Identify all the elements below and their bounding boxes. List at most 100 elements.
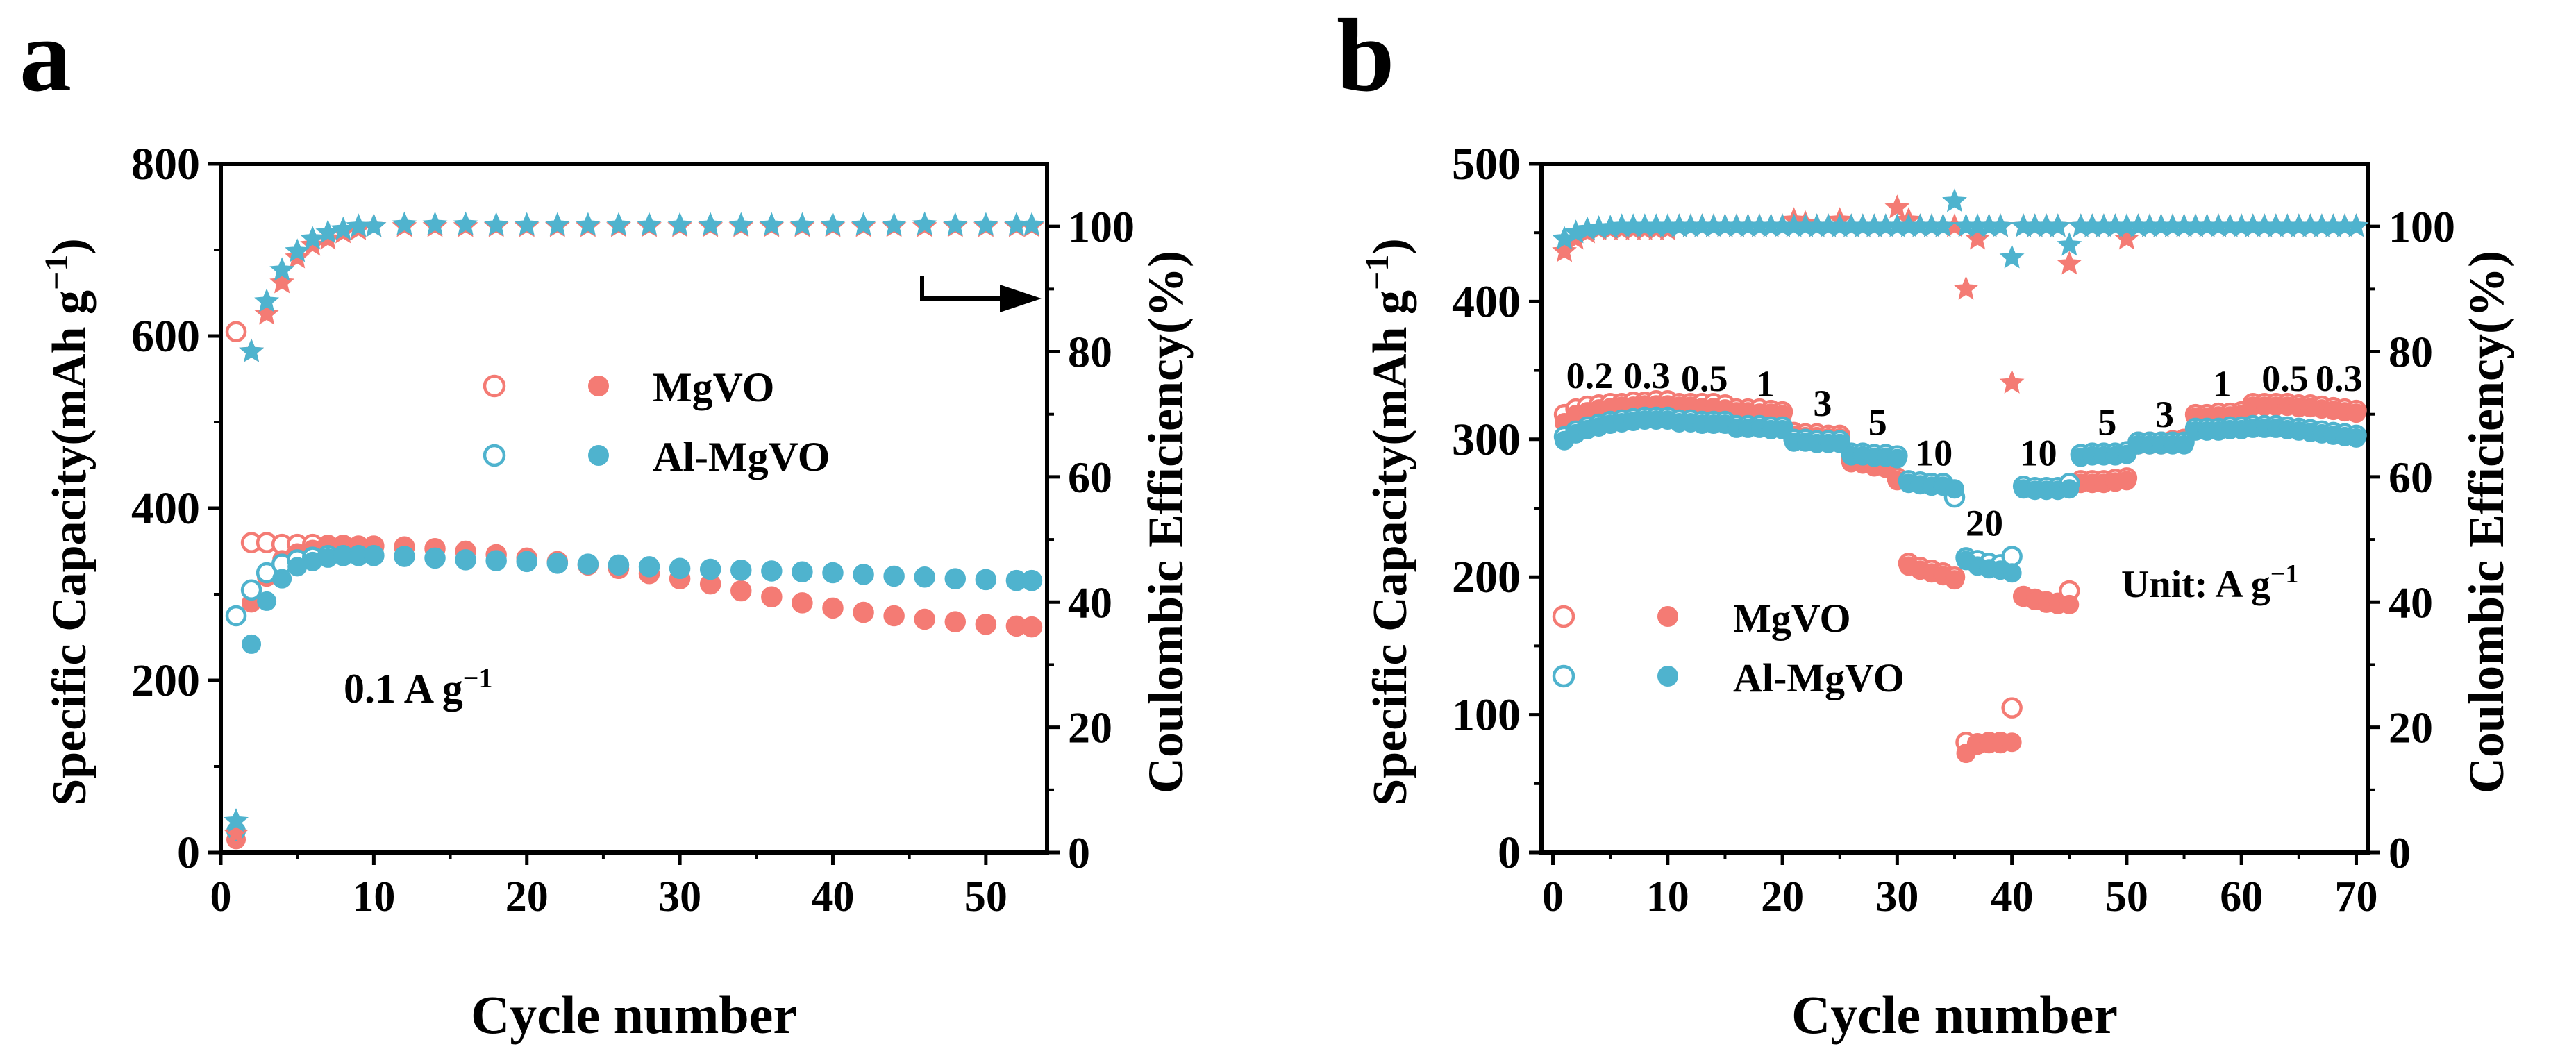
data-point xyxy=(453,211,478,235)
data-point xyxy=(823,563,843,582)
data-point xyxy=(2343,213,2369,237)
rate-label: 20 xyxy=(1966,503,2003,544)
data-point xyxy=(759,212,785,236)
data-point xyxy=(945,612,965,632)
data-point xyxy=(2002,563,2022,583)
rate-label: 0.3 xyxy=(2316,358,2363,399)
data-point xyxy=(364,546,384,566)
series-al-mgvo-ce xyxy=(224,211,1044,832)
data-point xyxy=(884,606,904,625)
y2-tick-label: 100 xyxy=(1068,202,1135,251)
y-tick-label: 0 xyxy=(177,828,200,878)
data-point xyxy=(224,808,249,832)
data-point xyxy=(1965,226,1990,250)
data-point xyxy=(792,593,812,613)
data-point xyxy=(914,567,935,587)
y-tick-label: 100 xyxy=(1452,690,1521,741)
data-point xyxy=(2116,471,2136,491)
data-point xyxy=(973,212,998,236)
y2-tick-label: 80 xyxy=(2389,328,2433,377)
data-point xyxy=(2057,251,2082,275)
x-tick-label: 30 xyxy=(1875,873,1918,921)
data-point xyxy=(300,226,326,250)
data-point xyxy=(731,560,751,580)
y-tick-label: 0 xyxy=(1498,828,1521,878)
rate-label: 0.2 xyxy=(1566,355,1614,396)
data-point xyxy=(670,558,690,578)
data-point xyxy=(2346,403,2366,423)
rate-label: 0.3 xyxy=(1623,355,1671,396)
data-point xyxy=(2001,697,2023,719)
rate-label: 10 xyxy=(2020,432,2057,473)
rate-label: 5 xyxy=(2098,402,2116,444)
x-tick-label: 20 xyxy=(505,873,549,921)
data-point xyxy=(912,211,937,235)
data-point xyxy=(823,598,843,618)
data-point xyxy=(762,561,782,581)
plot-frame xyxy=(219,162,1049,855)
legend-marker-filled xyxy=(1657,606,1678,627)
data-point xyxy=(269,257,295,281)
series-al-mgvo-discharge xyxy=(226,546,1042,841)
data-point xyxy=(792,562,812,582)
data-point xyxy=(1999,244,2025,269)
y-tick-label: 600 xyxy=(131,311,200,362)
x-tick-label: 20 xyxy=(1761,873,1804,921)
rate-annotation: 0.1 A g−1 xyxy=(344,662,493,712)
data-point xyxy=(1945,479,1964,499)
data-point xyxy=(1884,194,1910,219)
y2-tick-label: 20 xyxy=(2389,703,2433,753)
data-point xyxy=(514,212,540,236)
legend-label: Al-MgVO xyxy=(1733,655,1905,700)
data-point xyxy=(254,288,280,312)
data-point xyxy=(1945,570,1964,590)
rate-label: 3 xyxy=(2155,394,2174,435)
data-point xyxy=(2002,732,2022,753)
y2-tick-label: 100 xyxy=(2389,202,2455,251)
data-point xyxy=(976,614,996,635)
data-point xyxy=(225,605,247,627)
data-point xyxy=(517,551,537,571)
data-point xyxy=(1021,571,1042,591)
data-point xyxy=(1830,433,1850,453)
rate-label: 5 xyxy=(1868,402,1887,444)
x-tick-label: 0 xyxy=(1542,873,1564,921)
rate-label: 10 xyxy=(1915,432,1952,473)
data-point xyxy=(269,269,295,294)
x-axis-title: Cycle number xyxy=(1791,984,2118,1045)
rate-label: 1 xyxy=(2213,363,2232,405)
data-point xyxy=(239,338,265,362)
rate-label: 0.5 xyxy=(2261,358,2309,399)
legend-marker-filled xyxy=(588,445,609,466)
data-point xyxy=(2059,594,2080,614)
y2-tick-label: 0 xyxy=(1068,828,1090,878)
data-point xyxy=(639,557,660,577)
data-point xyxy=(698,212,724,236)
data-point xyxy=(1887,448,1907,469)
data-point xyxy=(2114,226,2139,250)
data-point xyxy=(2057,232,2082,256)
y-axis-title: Specific Capacity(mAh g−1) xyxy=(38,238,97,805)
series-mgvo-charge xyxy=(225,321,1043,638)
x-tick-label: 10 xyxy=(1646,873,1689,921)
unit-annotation: Unit: A g−1 xyxy=(2121,560,2298,606)
data-point xyxy=(853,564,873,585)
data-point xyxy=(483,212,509,236)
data-point xyxy=(254,301,280,325)
data-point xyxy=(1999,369,2025,394)
legend-marker-open xyxy=(483,374,506,398)
y2-axis-title: Coulombic Efficiency(%) xyxy=(1138,251,1194,794)
data-point xyxy=(578,554,598,574)
legend-label: MgVO xyxy=(1733,596,1851,641)
data-point xyxy=(1942,188,1967,212)
x-tick-label: 0 xyxy=(210,873,232,921)
y-axis-title: Specific Capacity(mAh g−1) xyxy=(1359,238,1418,805)
rate-label: 1 xyxy=(1756,363,1775,405)
y2-axis-title: Coulombic Efficiency(%) xyxy=(2459,251,2514,794)
legend-marker-open xyxy=(1552,605,1575,628)
data-point xyxy=(789,212,815,236)
data-point xyxy=(486,551,506,571)
data-point xyxy=(884,566,904,586)
data-point xyxy=(547,553,567,573)
data-point xyxy=(225,321,247,343)
